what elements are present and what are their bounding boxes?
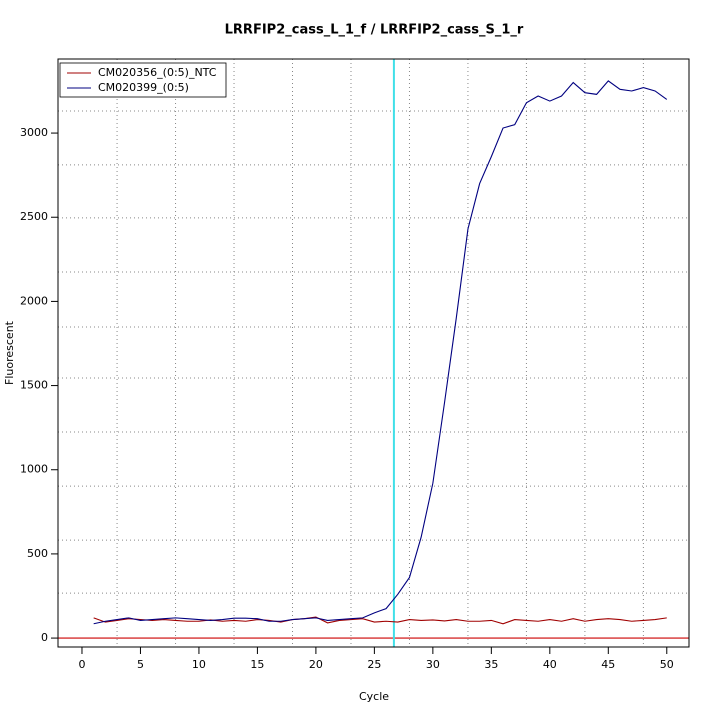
legend-label: CM020399_(0:5) (98, 81, 189, 94)
legend-box (59, 62, 227, 98)
x-tick-label: 45 (601, 658, 615, 671)
x-axis-label: Cycle (359, 690, 389, 703)
x-tick-label: 40 (543, 658, 557, 671)
y-tick-label: 3000 (20, 126, 48, 139)
x-tick-label: 25 (367, 658, 381, 671)
y-axis-label: Fluorescent (3, 320, 16, 385)
series-line (93, 616, 667, 625)
x-tick-label: 5 (137, 658, 144, 671)
series-line (93, 80, 668, 625)
chart-title: LRRFIP2_cass_L_1_f / LRRFIP2_cass_S_1_r (225, 23, 524, 38)
y-tick-label: 500 (27, 547, 48, 560)
legend-label: CM020356_(0:5)_NTC (98, 66, 217, 79)
y-tick-label: 0 (41, 631, 48, 644)
y-tick-label: 1000 (20, 463, 48, 476)
x-tick-label: 0 (78, 658, 85, 671)
y-tick-label: 2000 (20, 294, 48, 307)
y-tick-label: 1500 (20, 379, 48, 392)
x-tick-label: 50 (660, 658, 674, 671)
x-tick-label: 15 (250, 658, 264, 671)
plot-frame (57, 58, 690, 648)
x-tick-label: 35 (484, 658, 498, 671)
x-tick-label: 30 (426, 658, 440, 671)
x-tick-label: 20 (309, 658, 323, 671)
y-tick-label: 2500 (20, 210, 48, 223)
x-tick-label: 10 (192, 658, 206, 671)
